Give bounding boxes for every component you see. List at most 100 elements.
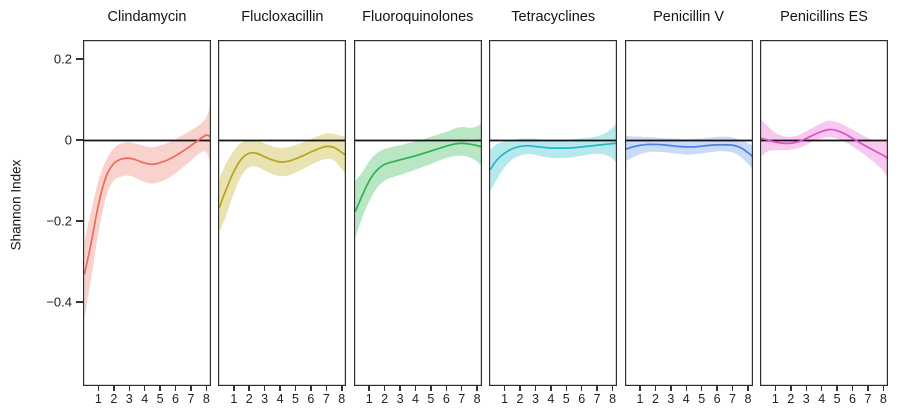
x-tick-mark [611, 386, 614, 391]
x-tick-label: 5 [698, 392, 706, 406]
x-tick-label: 3 [396, 392, 404, 406]
plot-area-fluoroquinolones [353, 40, 482, 386]
confidence-band [490, 122, 618, 192]
x-tick-mark [233, 386, 235, 391]
plot-area-penicillins-es [760, 40, 888, 386]
panel-border [218, 40, 347, 386]
x-tick-label: 1 [94, 392, 102, 406]
y-tick-mark [76, 220, 83, 222]
x-tick-mark [731, 386, 734, 391]
x-tick-mark [820, 386, 823, 391]
y-axis-title: Shannon Index [8, 159, 24, 251]
x-tick-label: 1 [365, 392, 373, 406]
x-tick-label: 7 [322, 392, 330, 406]
x-tick-mark [159, 386, 161, 391]
x-tick-mark [445, 386, 448, 391]
x-tick-label: 2 [516, 392, 524, 406]
x-tick-label: 1 [636, 392, 644, 406]
facet-title: Fluoroquinolones [362, 9, 474, 25]
x-tick-label: 2 [787, 392, 795, 406]
x-tick-mark [460, 386, 463, 391]
trend-line [354, 142, 482, 212]
x-tick-label: 6 [713, 392, 721, 406]
confidence-band [355, 122, 482, 238]
x-tick-label: 7 [458, 392, 466, 406]
x-tick-mark [294, 386, 297, 391]
x-tick-label: 5 [833, 392, 841, 406]
x-tick-mark [519, 386, 521, 391]
x-tick-mark [248, 386, 250, 391]
x-tick-mark [774, 386, 777, 391]
x-tick-label: 7 [593, 392, 601, 406]
x-tick-mark [279, 386, 281, 391]
x-tick-mark [325, 386, 328, 391]
x-tick-mark [263, 386, 266, 391]
x-tick-mark [430, 386, 432, 391]
x-tick-mark [128, 386, 130, 391]
facet-title: Clindamycin [107, 9, 187, 25]
x-tick-label: 8 [338, 392, 346, 406]
panel-border [83, 40, 211, 386]
x-tick-label: 3 [261, 392, 269, 406]
trend-line [219, 145, 347, 208]
x-tick-label: 4 [818, 392, 826, 406]
x-tick-label: 7 [187, 392, 195, 406]
x-tick-label: 8 [744, 392, 752, 406]
x-tick-label: 6 [442, 392, 450, 406]
x-tick-label: 4 [411, 392, 419, 406]
x-tick-mark [882, 386, 885, 391]
x-tick-mark [639, 386, 641, 391]
x-tick-mark [596, 386, 598, 391]
x-tick-label: 5 [562, 392, 570, 406]
panel-border [624, 40, 753, 386]
x-tick-label: 5 [292, 392, 299, 406]
x-tick-label: 5 [427, 392, 435, 406]
y-tick-label: 0.2 [53, 51, 72, 67]
x-tick-mark [716, 386, 718, 391]
x-tick-label: 3 [667, 392, 675, 406]
x-tick-mark [368, 386, 370, 391]
facet-panel: Penicillins ES 1 2 3 4 5 6 7 8 [760, 0, 888, 418]
x-tick-label: 8 [473, 392, 481, 406]
x-tick-mark [565, 386, 568, 391]
x-tick-mark [341, 386, 343, 391]
facet-panel: Fluoroquinolones 1 2 3 4 5 6 7 8 [353, 0, 482, 418]
x-tick-mark [550, 386, 552, 391]
y-tick-label: −0.4 [46, 294, 72, 310]
x-tick-label: 4 [682, 392, 690, 406]
x-tick-label: 8 [879, 392, 887, 406]
plot-area-penicillin-v [624, 40, 753, 386]
x-tick-mark [580, 386, 583, 391]
x-tick-mark [867, 386, 869, 391]
x-tick-mark [174, 386, 177, 391]
x-tick-label: 7 [864, 392, 872, 406]
x-tick-label: 2 [381, 392, 389, 406]
plot-area-clindamycin [83, 40, 211, 386]
x-tick-mark [383, 386, 386, 391]
x-tick-mark [805, 386, 807, 391]
x-tick-label: 4 [276, 392, 284, 406]
x-tick-label: 6 [172, 392, 179, 406]
x-tick-mark [700, 386, 703, 391]
plot-area-flucloxacillin [218, 40, 347, 386]
facet-title: Penicillins ES [780, 9, 868, 25]
x-tick-label: 2 [245, 392, 253, 406]
x-tick-mark [476, 386, 478, 391]
facet-title: Tetracyclines [511, 9, 596, 25]
x-tick-mark [836, 386, 838, 391]
plot-area-tetracyclines [489, 40, 618, 386]
x-tick-mark [205, 386, 208, 391]
x-tick-label: 7 [729, 392, 736, 406]
x-tick-label: 6 [578, 392, 586, 406]
x-tick-label: 6 [307, 392, 315, 406]
trend-line [760, 128, 888, 160]
facet-title: Penicillin V [653, 9, 725, 25]
trend-line [489, 142, 618, 171]
x-tick-label: 8 [202, 392, 210, 406]
x-tick-mark [143, 386, 146, 391]
x-tick-label: 2 [651, 392, 659, 406]
x-tick-label: 1 [230, 392, 238, 406]
x-tick-mark [414, 386, 417, 391]
